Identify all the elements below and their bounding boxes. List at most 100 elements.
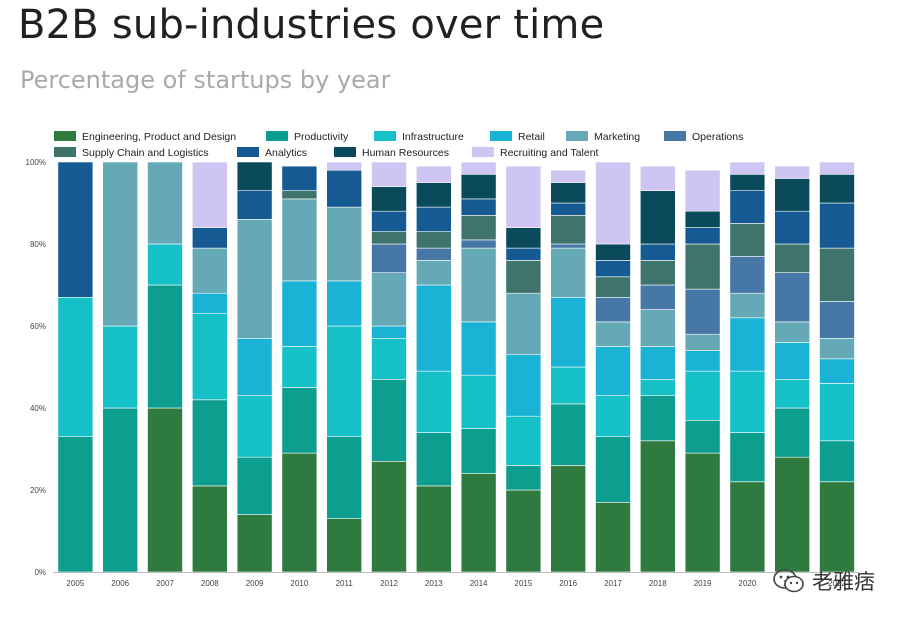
bar-segment [684, 333, 721, 351]
bar-column [281, 165, 318, 573]
bar-segment [326, 280, 363, 327]
legend-item: Marketing [566, 131, 640, 143]
bar-segment [505, 165, 542, 228]
legend-swatch [664, 131, 686, 141]
bar-segment [774, 272, 811, 323]
bar-segment [729, 317, 766, 372]
bar-column [102, 161, 138, 573]
legend-swatch [237, 147, 259, 157]
bar-segment [505, 227, 542, 249]
legend-label: Human Resources [362, 147, 449, 159]
y-tick-label: 60% [30, 322, 46, 331]
bar-segment [192, 485, 228, 573]
legend-label: Analytics [265, 147, 307, 159]
watermark: 老雅痞 [772, 566, 875, 596]
y-axis: 0% 20% 40% 60% 80% 100% [26, 158, 46, 577]
bar-column [415, 165, 452, 573]
x-tick-label: 2009 [246, 579, 264, 588]
bar-segment [371, 161, 407, 187]
bar-segment [729, 190, 766, 224]
bar-segment [684, 370, 721, 421]
bar-segment [595, 296, 631, 323]
bar-segment [684, 243, 721, 290]
legend-item: Supply Chain and Logistics [54, 147, 209, 159]
legend-swatch [472, 147, 494, 157]
legend-label: Supply Chain and Logistics [82, 147, 209, 159]
bar-segment [819, 301, 855, 339]
bar-segment [550, 215, 587, 245]
bar-segment [326, 206, 363, 282]
x-tick-label: 2020 [739, 579, 757, 588]
legend-item: Productivity [266, 131, 349, 143]
bar-segment [236, 190, 273, 220]
legend-label: Engineering, Product and Design [82, 131, 236, 143]
bar-segment [819, 358, 855, 384]
bar-segment [460, 239, 497, 249]
y-tick-label: 80% [30, 240, 46, 249]
bar-column [550, 169, 587, 573]
bar-segment [192, 247, 228, 294]
legend-label: Infrastructure [402, 131, 464, 143]
bar-segment [371, 231, 407, 245]
legend-swatch [334, 147, 356, 157]
bar-segment [639, 378, 676, 396]
bar-segment [236, 337, 273, 396]
bar-segment [595, 395, 631, 438]
bar-column [147, 161, 183, 573]
legend-item: Engineering, Product and Design [54, 131, 236, 143]
watermark-text: 老雅痞 [812, 570, 875, 594]
bar-segment [639, 243, 676, 261]
bar-column [639, 165, 676, 573]
bar-segment [326, 518, 363, 573]
chart-title: B2B sub-industries over time [18, 2, 605, 48]
bar-segment [774, 243, 811, 274]
bar-column [774, 165, 811, 573]
bar-segment [684, 288, 721, 335]
legend-item: Retail [490, 131, 545, 143]
bar-segment [550, 182, 587, 204]
bar-segment [729, 174, 766, 192]
bar-segment [595, 321, 631, 347]
bar-segment [415, 485, 452, 573]
x-tick-label: 2008 [201, 579, 219, 588]
x-tick-label: 2018 [649, 579, 667, 588]
bar-segment [819, 247, 855, 302]
bar-segment [371, 210, 407, 232]
bars-group [57, 161, 855, 573]
bar-segment [460, 473, 497, 573]
bar-segment [236, 219, 273, 339]
bar-segment [415, 432, 452, 487]
bar-segment [684, 210, 721, 228]
bar-segment [639, 309, 676, 347]
bar-segment [326, 169, 363, 208]
x-tick-label: 2005 [67, 579, 85, 588]
bar-segment [639, 395, 676, 442]
bar-column [684, 169, 721, 573]
bar-segment [774, 210, 811, 245]
bar-segment [505, 260, 542, 294]
bar-column [505, 165, 542, 573]
bar-column [326, 161, 363, 573]
bar-segment [505, 489, 542, 573]
x-tick-label: 2015 [515, 579, 533, 588]
bar-segment [371, 378, 407, 462]
bar-segment [236, 456, 273, 515]
bar-segment [595, 243, 631, 261]
legend-label: Retail [518, 131, 545, 143]
bar-segment [281, 452, 318, 573]
bar-segment [819, 337, 855, 360]
bar-segment [326, 161, 363, 171]
bar-segment [281, 190, 318, 200]
bar-segment [192, 292, 228, 315]
bar-segment [729, 481, 766, 573]
bar-segment [415, 284, 452, 372]
bar-segment [236, 514, 273, 573]
bar-segment [236, 161, 273, 192]
legend-item: Infrastructure [374, 131, 464, 143]
bar-segment [595, 161, 631, 245]
bar-segment [460, 198, 497, 216]
bar-segment [505, 354, 542, 417]
bar-segment [102, 407, 138, 573]
bar-segment [774, 378, 811, 409]
